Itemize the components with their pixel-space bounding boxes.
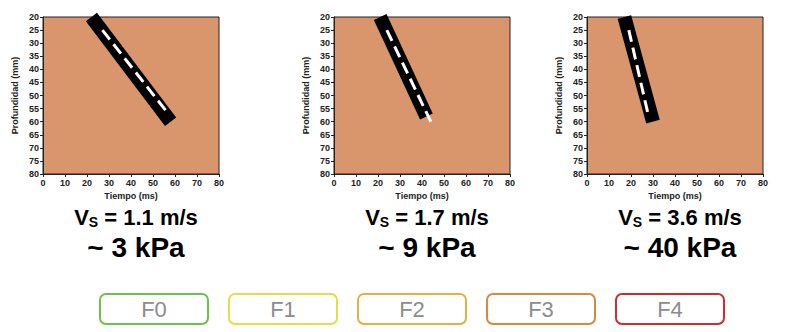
svg-text:S: S: [380, 214, 389, 230]
svg-text:80: 80: [573, 169, 583, 179]
svg-text:55: 55: [320, 104, 330, 114]
svg-text:70: 70: [192, 178, 202, 188]
svg-text:75: 75: [320, 156, 330, 166]
svg-text:60: 60: [714, 178, 724, 188]
svg-text:50: 50: [573, 91, 583, 101]
svg-text:80: 80: [214, 178, 224, 188]
svg-text:10: 10: [60, 178, 70, 188]
svg-text:60: 60: [170, 178, 180, 188]
svg-text:~ 9 kPa: ~ 9 kPa: [378, 232, 476, 263]
svg-text:Profundidad (mm): Profundidad (mm): [10, 57, 20, 135]
svg-text:F0: F0: [141, 297, 167, 322]
svg-text:Tiempo (ms): Tiempo (ms): [104, 191, 157, 201]
svg-text:55: 55: [573, 104, 583, 114]
svg-text:30: 30: [573, 38, 583, 48]
svg-text:30: 30: [395, 178, 405, 188]
svg-text:45: 45: [29, 77, 39, 87]
svg-text:80: 80: [758, 178, 768, 188]
svg-text:25: 25: [320, 25, 330, 35]
svg-text:F1: F1: [270, 297, 296, 322]
svg-text:20: 20: [373, 178, 383, 188]
svg-text:60: 60: [320, 117, 330, 127]
svg-text:0: 0: [584, 178, 589, 188]
svg-text:Tiempo (ms): Tiempo (ms): [648, 191, 701, 201]
svg-text:80: 80: [29, 169, 39, 179]
svg-text:35: 35: [29, 51, 39, 61]
svg-text:70: 70: [573, 143, 583, 153]
svg-text:40: 40: [126, 178, 136, 188]
svg-text:70: 70: [483, 178, 493, 188]
svg-text:60: 60: [573, 117, 583, 127]
svg-text:~ 3 kPa: ~ 3 kPa: [87, 232, 185, 263]
svg-text:50: 50: [148, 178, 158, 188]
svg-text:70: 70: [29, 143, 39, 153]
svg-text:45: 45: [573, 77, 583, 87]
svg-text:S: S: [633, 214, 642, 230]
svg-text:= 1.7 m/s: = 1.7 m/s: [389, 205, 489, 230]
svg-text:~ 40 kPa: ~ 40 kPa: [624, 232, 737, 263]
svg-text:80: 80: [320, 169, 330, 179]
svg-text:25: 25: [29, 25, 39, 35]
svg-text:40: 40: [29, 64, 39, 74]
svg-text:F4: F4: [657, 297, 683, 322]
svg-text:50: 50: [29, 91, 39, 101]
svg-text:30: 30: [104, 178, 114, 188]
svg-text:30: 30: [320, 38, 330, 48]
svg-text:65: 65: [29, 130, 39, 140]
svg-text:F3: F3: [528, 297, 554, 322]
svg-text:V: V: [618, 205, 633, 230]
svg-text:50: 50: [692, 178, 702, 188]
svg-text:80: 80: [505, 178, 515, 188]
svg-text:40: 40: [320, 64, 330, 74]
svg-text:45: 45: [320, 77, 330, 87]
svg-text:60: 60: [29, 117, 39, 127]
svg-text:20: 20: [82, 178, 92, 188]
svg-text:20: 20: [626, 178, 636, 188]
svg-text:70: 70: [736, 178, 746, 188]
svg-text:20: 20: [320, 12, 330, 22]
svg-text:65: 65: [320, 130, 330, 140]
svg-text:50: 50: [439, 178, 449, 188]
svg-text:50: 50: [320, 91, 330, 101]
svg-text:20: 20: [29, 12, 39, 22]
svg-text:60: 60: [461, 178, 471, 188]
svg-text:40: 40: [417, 178, 427, 188]
svg-text:S: S: [89, 214, 98, 230]
svg-text:Profundidad (mm): Profundidad (mm): [301, 57, 311, 135]
svg-text:35: 35: [320, 51, 330, 61]
svg-text:55: 55: [29, 104, 39, 114]
svg-text:75: 75: [573, 156, 583, 166]
svg-text:= 3.6 m/s: = 3.6 m/s: [642, 205, 742, 230]
svg-text:V: V: [74, 205, 89, 230]
svg-text:= 1.1 m/s: = 1.1 m/s: [98, 205, 198, 230]
svg-text:20: 20: [573, 12, 583, 22]
svg-text:40: 40: [573, 64, 583, 74]
svg-text:65: 65: [573, 130, 583, 140]
svg-text:70: 70: [320, 143, 330, 153]
svg-text:0: 0: [331, 178, 336, 188]
svg-text:V: V: [365, 205, 380, 230]
svg-text:40: 40: [670, 178, 680, 188]
svg-text:Tiempo (ms): Tiempo (ms): [395, 191, 448, 201]
svg-text:75: 75: [29, 156, 39, 166]
svg-text:30: 30: [29, 38, 39, 48]
svg-text:0: 0: [40, 178, 45, 188]
svg-text:F2: F2: [399, 297, 425, 322]
svg-text:25: 25: [573, 25, 583, 35]
svg-text:10: 10: [604, 178, 614, 188]
svg-text:Profundidad (mm): Profundidad (mm): [554, 57, 564, 135]
svg-text:30: 30: [648, 178, 658, 188]
svg-text:10: 10: [351, 178, 361, 188]
svg-text:35: 35: [573, 51, 583, 61]
